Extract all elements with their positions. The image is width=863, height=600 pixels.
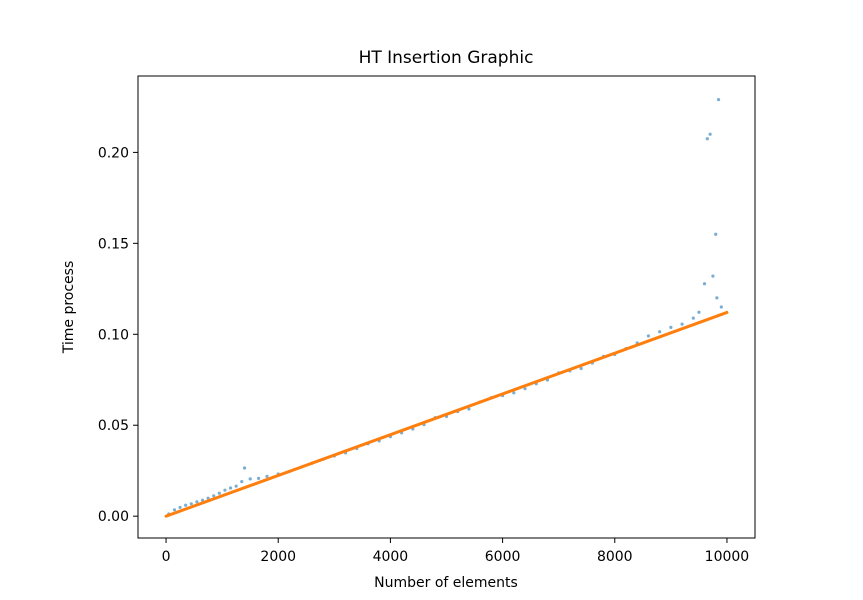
x-tick-label: 10000 (705, 549, 750, 565)
x-tick-label: 2000 (260, 549, 296, 565)
scatter-point (184, 503, 188, 507)
scatter-point (200, 498, 205, 502)
scatter-point (669, 325, 673, 329)
scatter-point (714, 232, 718, 236)
scatter-point (172, 508, 177, 512)
scatter-point (195, 500, 199, 504)
y-axis-title: Time process (61, 261, 77, 355)
scatter-point (523, 387, 527, 391)
scatter-point (705, 137, 709, 141)
y-tick-label: 0.05 (98, 418, 129, 434)
scatter-point (680, 322, 684, 326)
x-axis-title: Number of elements (374, 575, 518, 591)
y-axis: 0.00 0.05 0.10 0.15 0.20 (98, 145, 138, 525)
scatter-point (691, 316, 695, 320)
y-tick-label: 0.15 (98, 236, 129, 252)
x-tick-label: 4000 (373, 549, 409, 565)
scatter-point (223, 488, 227, 492)
scatter-point (467, 407, 471, 411)
scatter-point (646, 334, 651, 338)
scatter-point (240, 480, 244, 484)
y-tick-label: 0.00 (98, 509, 129, 525)
scatter-point (719, 305, 723, 309)
scatter-point (708, 132, 712, 136)
scatter-point (212, 494, 216, 498)
scatter-point (248, 477, 252, 481)
scatter-point (217, 491, 221, 495)
scatter-point (715, 296, 719, 300)
fit-line (164, 310, 729, 518)
scatter-point (711, 274, 715, 278)
scatter-point (512, 391, 516, 395)
plot-area (137, 75, 756, 539)
scatter-point (242, 466, 247, 470)
scatter-point (658, 330, 662, 334)
fit-line-series (164, 310, 729, 518)
x-axis: 0 2000 4000 6000 8000 10000 (162, 538, 750, 565)
scatter-point (178, 505, 182, 510)
y-tick-label: 0.10 (98, 327, 129, 343)
x-tick-label: 8000 (597, 549, 633, 565)
scatter-point (228, 486, 233, 490)
scatter-point (702, 282, 707, 286)
scatter-point (697, 310, 701, 314)
x-tick-label: 0 (162, 549, 171, 565)
scatter-point (265, 474, 269, 478)
chart-title: HT Insertion Graphic (359, 48, 534, 68)
scatter-point (256, 476, 261, 480)
y-tick-label: 0.20 (98, 145, 129, 161)
scatter-point (579, 366, 583, 371)
scatter-point (716, 98, 721, 102)
scatter-point (206, 496, 210, 500)
scatter-point (189, 502, 193, 506)
x-tick-label: 6000 (485, 549, 521, 565)
scatter-point (234, 484, 238, 488)
